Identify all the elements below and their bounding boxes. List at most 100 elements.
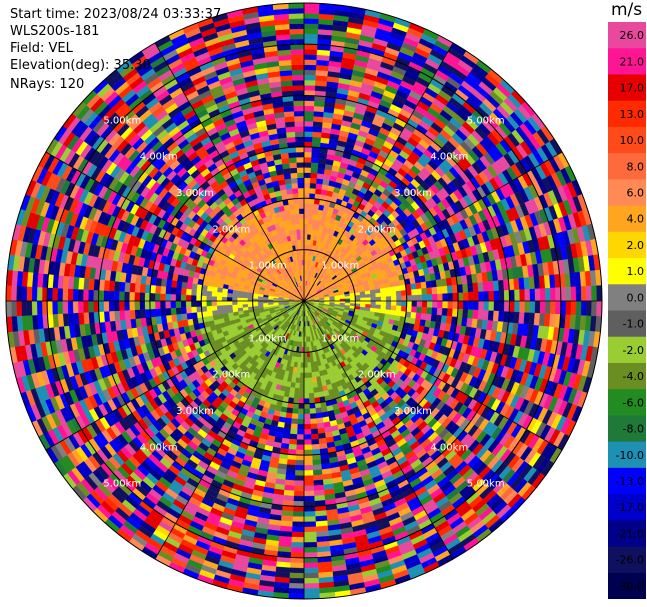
- gate-cell: [375, 296, 382, 302]
- gate-cell: [401, 300, 407, 307]
- gate-cell: [313, 111, 325, 118]
- gate-cell: [307, 218, 313, 225]
- gate-cell: [349, 295, 356, 299]
- gate-cell: [314, 495, 326, 502]
- gate-cell: [315, 530, 329, 538]
- gate-cell: [441, 285, 448, 294]
- gate-cell: [300, 352, 305, 358]
- gate-cell: [296, 439, 305, 446]
- gate-cell: [524, 289, 531, 302]
- gate-cell: [291, 536, 305, 543]
- gate-cell: [303, 162, 312, 168]
- gate-cell: [570, 286, 577, 302]
- gate-cell: [292, 521, 305, 528]
- gate-cell: [303, 100, 315, 107]
- gate-cell: [344, 296, 351, 299]
- gate-cell: [533, 312, 541, 326]
- gate-cell: [426, 307, 433, 315]
- gate-cell: [421, 307, 428, 315]
- gate-cell: [303, 33, 319, 40]
- gate-cell: [301, 347, 305, 353]
- gate-cell: [303, 156, 312, 163]
- gate-cell: [575, 286, 582, 302]
- gate-cell: [303, 54, 318, 60]
- gate-cell: [308, 397, 315, 404]
- gate-cell: [411, 294, 418, 302]
- gate-cell: [380, 296, 387, 302]
- gate-cell: [391, 300, 397, 306]
- gate-cell: [514, 300, 520, 313]
- gate-cell: [303, 347, 307, 353]
- gate-cell: [303, 239, 308, 245]
- gate-cell: [311, 443, 320, 450]
- gate-cell: [303, 121, 314, 127]
- gate-cell: [370, 304, 376, 309]
- gate-cell: [488, 290, 495, 302]
- gate-cell: [303, 105, 315, 112]
- gate-cell: [283, 484, 295, 491]
- gate-cell: [467, 309, 474, 319]
- gate-cell: [308, 203, 315, 210]
- gate-cell: [483, 291, 490, 302]
- gate-cell: [312, 382, 318, 389]
- gate-cell: [303, 511, 316, 517]
- gate-cell: [292, 516, 305, 523]
- gate-cell: [286, 407, 293, 414]
- gate-cell: [400, 305, 407, 312]
- gate-cell: [303, 192, 310, 199]
- gate-cell: [596, 300, 603, 317]
- gate-cell: [282, 495, 294, 502]
- gate-cell: [314, 100, 326, 107]
- gate-cell: [555, 287, 562, 302]
- gate-cell: [303, 23, 319, 30]
- gate-cell: [472, 282, 479, 293]
- gate-cell: [477, 282, 484, 293]
- gate-cell: [442, 300, 449, 309]
- gate-cell: [303, 459, 313, 466]
- gate-cell: [395, 310, 402, 317]
- gate-cell: [303, 398, 310, 404]
- gate-cell: [293, 392, 300, 399]
- gate-cell: [390, 291, 397, 297]
- gate-cell: [545, 300, 551, 315]
- gate-cell: [294, 387, 300, 394]
- gate-cell: [416, 300, 423, 308]
- gate-cell: [279, 530, 293, 538]
- gate-cell: [290, 547, 305, 553]
- gate-cell: [300, 367, 305, 374]
- gate-cell: [312, 136, 322, 143]
- gate-cell: [303, 526, 317, 533]
- gate-cell: [483, 300, 490, 311]
- gate-cell: [303, 413, 311, 420]
- gate-cell: [313, 105, 325, 113]
- gate-cell: [303, 187, 311, 194]
- gate-cell: [395, 285, 402, 292]
- gate-cell: [295, 454, 305, 461]
- gate-cell: [411, 306, 418, 313]
- gate-cell: [473, 300, 479, 311]
- gate-cell: [308, 387, 314, 394]
- gate-cell: [288, 583, 305, 589]
- gate-cell: [498, 279, 505, 291]
- gate-cell: [310, 418, 318, 425]
- gate-cell: [355, 297, 361, 302]
- gate-cell: [426, 294, 433, 302]
- gate-cell: [303, 506, 316, 512]
- gate-cell: [289, 428, 298, 435]
- gate-cell: [303, 218, 309, 225]
- gate-cell: [488, 300, 495, 312]
- gate-cell: [303, 495, 315, 502]
- gate-cell: [292, 408, 299, 415]
- gate-cell: [411, 289, 418, 296]
- gate-cell: [457, 292, 464, 302]
- gate-cell: [315, 64, 329, 72]
- gate-cell: [390, 305, 397, 311]
- gate-cell: [288, 593, 305, 600]
- gate-cell: [293, 397, 300, 404]
- gate-cell: [286, 464, 296, 471]
- gate-cell: [290, 552, 305, 559]
- gate-cell: [411, 300, 418, 308]
- gate-cell: [431, 286, 438, 295]
- gate-cell: [311, 371, 317, 378]
